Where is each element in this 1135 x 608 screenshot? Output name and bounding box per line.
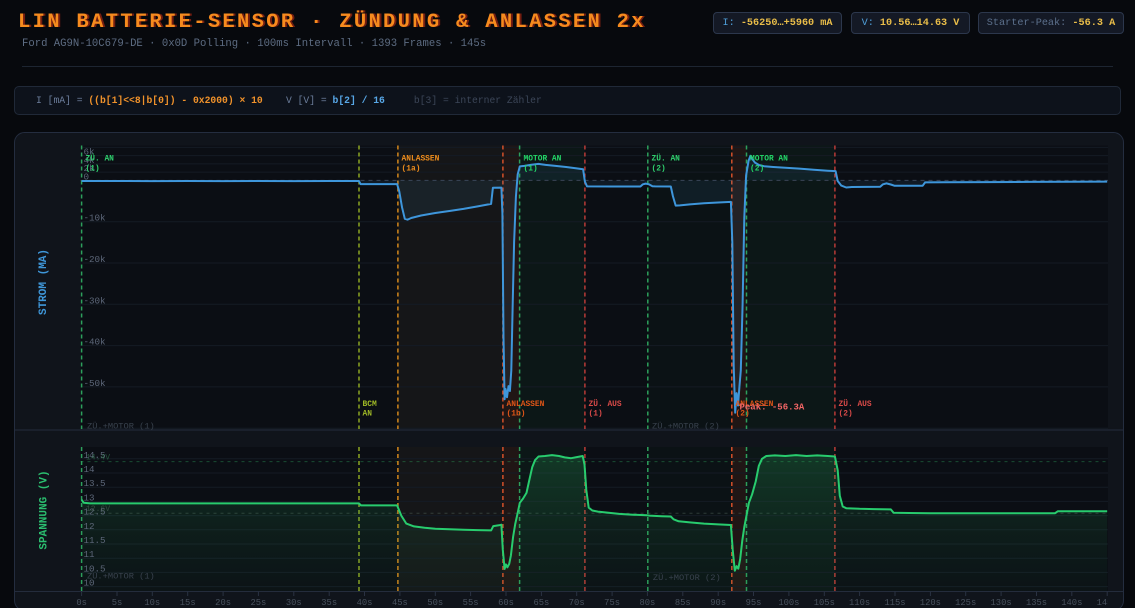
svg-text:90s: 90s	[710, 598, 726, 608]
svg-text:STROM (MA): STROM (MA)	[38, 249, 50, 315]
svg-text:14.4V: 14.4V	[86, 454, 110, 463]
svg-text:130s: 130s	[991, 598, 1012, 608]
svg-text:ANLASSEN: ANLASSEN	[402, 155, 440, 164]
svg-text:15s: 15s	[180, 598, 196, 608]
svg-text:ZÜ. AUS: ZÜ. AUS	[839, 400, 872, 409]
svg-text:125s: 125s	[955, 598, 976, 608]
svg-text:AN: AN	[363, 410, 373, 419]
svg-text:35s: 35s	[321, 598, 337, 608]
svg-text:(1): (1)	[524, 165, 538, 174]
svg-text:10s: 10s	[144, 598, 160, 608]
svg-text:-10k: -10k	[84, 213, 107, 224]
svg-text:6k: 6k	[84, 147, 96, 158]
svg-text:140s: 140s	[1061, 598, 1082, 608]
svg-text:70s: 70s	[569, 598, 585, 608]
svg-text:105s: 105s	[814, 598, 835, 608]
svg-text:BCM: BCM	[363, 400, 377, 409]
svg-text:ZÜ.+MOTOR (2): ZÜ.+MOTOR (2)	[653, 572, 721, 583]
svg-text:-30k: -30k	[84, 295, 107, 306]
svg-text:20s: 20s	[215, 598, 231, 608]
svg-text:110s: 110s	[849, 598, 870, 608]
svg-text:ZÜ. AUS: ZÜ. AUS	[589, 400, 622, 409]
svg-text:(1b): (1b)	[507, 410, 526, 419]
svg-text:2k: 2k	[84, 163, 96, 174]
svg-text:11: 11	[84, 549, 96, 560]
svg-text:120s: 120s	[920, 598, 941, 608]
svg-text:80s: 80s	[639, 598, 655, 608]
svg-text:145s: 145s	[1097, 598, 1118, 608]
svg-text:55s: 55s	[463, 598, 479, 608]
svg-text:Peak: -56.3A: Peak: -56.3A	[740, 403, 805, 413]
svg-text:MOTOR AN: MOTOR AN	[524, 155, 562, 164]
svg-text:95s: 95s	[746, 598, 762, 608]
svg-text:(2): (2)	[839, 410, 853, 419]
svg-text:0s: 0s	[76, 598, 87, 608]
svg-text:12.6V: 12.6V	[86, 505, 110, 514]
svg-text:10: 10	[84, 578, 95, 589]
svg-text:60s: 60s	[498, 598, 514, 608]
svg-text:SPANNUNG (V): SPANNUNG (V)	[38, 470, 50, 549]
svg-text:40s: 40s	[357, 598, 373, 608]
svg-text:(2): (2)	[652, 165, 666, 174]
svg-text:ZÜ.+MOTOR (1): ZÜ.+MOTOR (1)	[87, 421, 155, 432]
svg-text:30s: 30s	[286, 598, 302, 608]
svg-text:4k: 4k	[84, 155, 96, 166]
svg-text:12.5: 12.5	[84, 507, 106, 518]
svg-text:ZÜ. AN: ZÜ. AN	[652, 155, 681, 164]
svg-text:100s: 100s	[778, 598, 799, 608]
svg-text:12: 12	[84, 521, 95, 532]
svg-text:-50k: -50k	[84, 378, 107, 389]
svg-text:25s: 25s	[250, 598, 266, 608]
svg-text:0: 0	[84, 171, 90, 182]
svg-text:85s: 85s	[675, 598, 691, 608]
svg-text:(2): (2)	[750, 165, 764, 174]
svg-text:11.5: 11.5	[84, 535, 106, 546]
svg-text:ANLASSEN: ANLASSEN	[736, 400, 774, 409]
svg-text:50s: 50s	[427, 598, 443, 608]
svg-text:(1): (1)	[86, 165, 100, 174]
svg-text:10.5: 10.5	[84, 563, 106, 574]
svg-text:13: 13	[84, 492, 95, 503]
svg-text:-20k: -20k	[84, 254, 107, 265]
svg-text:14.5: 14.5	[84, 450, 106, 461]
svg-text:65s: 65s	[533, 598, 549, 608]
svg-text:ZÜ. AN: ZÜ. AN	[86, 155, 115, 164]
svg-text:5s: 5s	[112, 598, 123, 608]
svg-text:MOTOR AN: MOTOR AN	[750, 155, 788, 164]
svg-text:(1): (1)	[589, 410, 603, 419]
svg-text:135s: 135s	[1026, 598, 1047, 608]
svg-text:ANLASSEN: ANLASSEN	[507, 400, 545, 409]
svg-text:13.5: 13.5	[84, 478, 106, 489]
svg-text:-40k: -40k	[84, 337, 107, 348]
svg-text:(2): (2)	[736, 410, 750, 419]
svg-text:ZÜ.+MOTOR (2): ZÜ.+MOTOR (2)	[652, 421, 720, 432]
svg-text:(1a): (1a)	[402, 165, 421, 174]
svg-text:75s: 75s	[604, 598, 620, 608]
svg-text:115s: 115s	[884, 598, 905, 608]
svg-text:ZÜ.+MOTOR (1): ZÜ.+MOTOR (1)	[87, 571, 155, 582]
svg-text:45s: 45s	[392, 598, 408, 608]
svg-text:14: 14	[84, 464, 96, 475]
